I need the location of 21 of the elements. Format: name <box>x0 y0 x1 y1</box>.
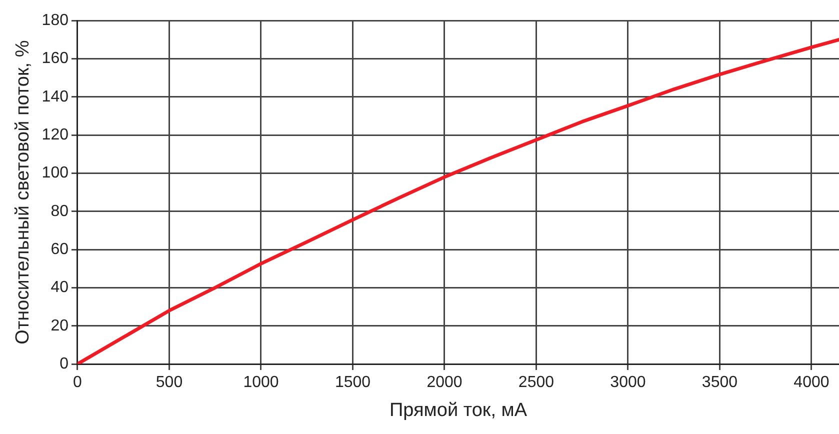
x-tick-label: 1000 <box>243 374 279 392</box>
y-axis-title: Относительный световой поток, % <box>12 40 34 344</box>
y-tick-label: 100 <box>42 164 69 182</box>
y-tick-label: 80 <box>50 202 69 220</box>
y-tick-label: 0 <box>60 355 69 372</box>
x-tick-label: 1500 <box>334 374 371 392</box>
x-axis-title: Прямой ток, мА <box>390 400 528 421</box>
x-tick-label: 3000 <box>610 374 646 392</box>
x-tick-label: 0 <box>73 374 82 392</box>
y-tick-label: 40 <box>50 279 69 296</box>
x-tick-label: 2500 <box>518 374 554 392</box>
x-tick-label: 4000 <box>794 374 830 392</box>
y-tick-label: 160 <box>42 50 69 68</box>
y-tick-label: 60 <box>50 240 69 258</box>
x-tick-label: 500 <box>156 374 183 392</box>
y-tick-label: 120 <box>42 126 69 144</box>
y-tick-label: 20 <box>50 317 69 334</box>
x-tick-label: 3500 <box>702 374 738 392</box>
y-tick-label: 140 <box>42 88 69 106</box>
y-tick-label: 180 <box>42 12 69 30</box>
x-tick-label: 2000 <box>426 374 462 392</box>
